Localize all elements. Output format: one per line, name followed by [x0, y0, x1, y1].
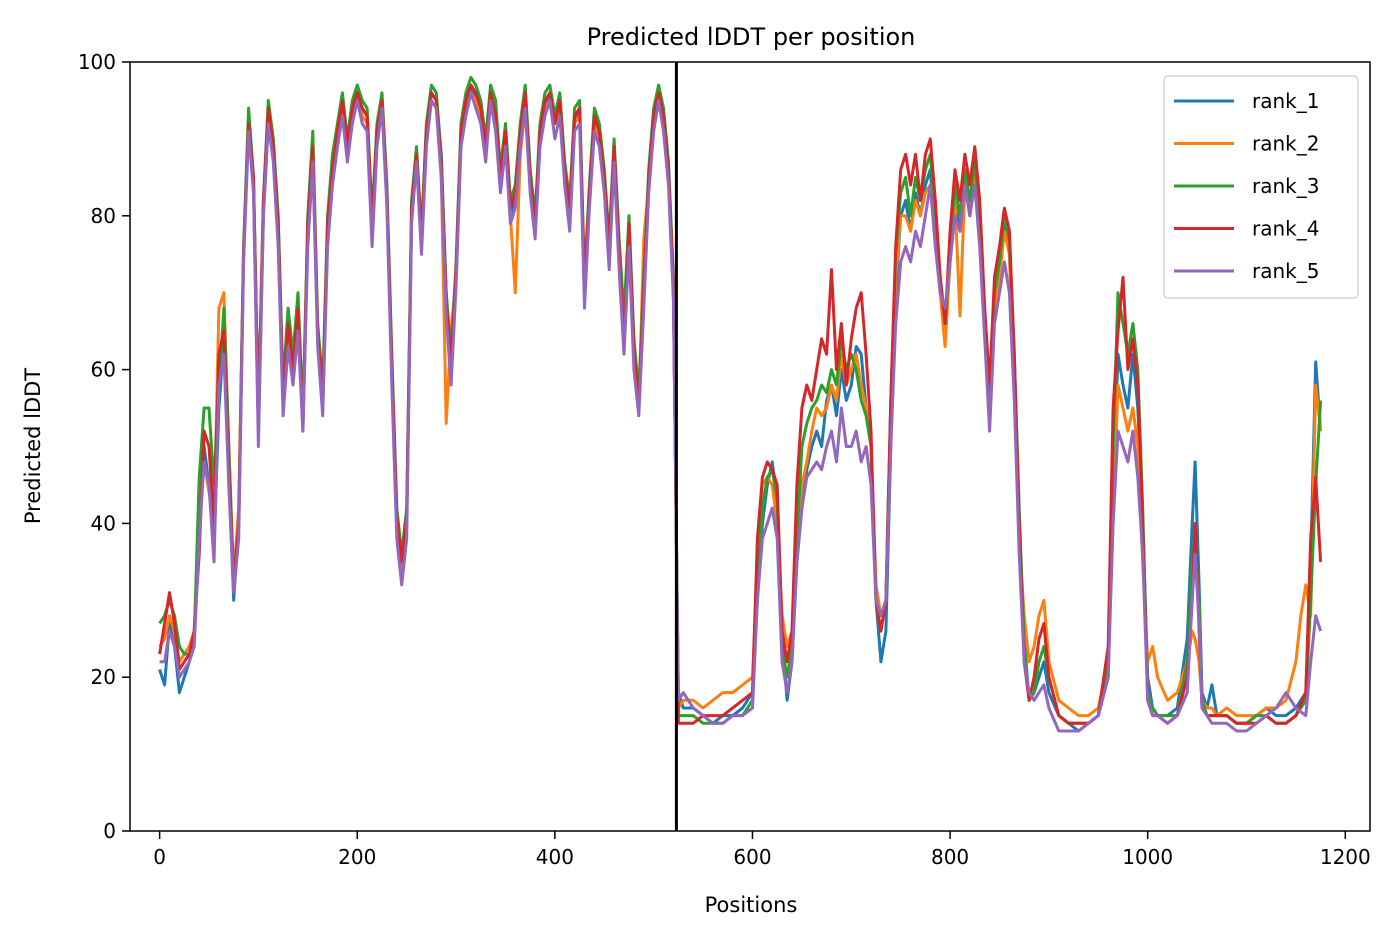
- x-tick-label: 200: [338, 845, 376, 869]
- x-tick-label: 0: [153, 845, 166, 869]
- x-axis-ticks: 0 200 400 600 800 1000 1200: [153, 831, 1371, 869]
- y-axis-label: Predicted lDDT: [21, 368, 45, 524]
- legend-items: rank_1 rank_2 rank_3 rank_4 rank_5: [1174, 89, 1319, 283]
- legend-label: rank_3: [1252, 174, 1319, 198]
- legend-entry-rank-3: rank_3: [1174, 174, 1319, 198]
- x-tick-label: 1000: [1122, 845, 1173, 869]
- x-tick-label: 600: [733, 845, 771, 869]
- plot-area: [129, 61, 1371, 832]
- series-layer: [158, 75, 1323, 733]
- legend-label: rank_4: [1252, 217, 1319, 241]
- y-tick-label: 80: [91, 204, 116, 228]
- legend-box: [1163, 75, 1359, 299]
- legend: rank_1 rank_2 rank_3 rank_4 rank_5: [1163, 75, 1359, 299]
- x-tick-label: 1200: [1320, 845, 1371, 869]
- legend-entry-rank-5: rank_5: [1174, 259, 1319, 283]
- legend-label: rank_5: [1252, 259, 1319, 283]
- y-tick-label: 100: [78, 50, 116, 74]
- y-tick-label: 20: [91, 665, 116, 689]
- axes-frame: [129, 61, 1371, 832]
- legend-entry-rank-4: rank_4: [1174, 217, 1319, 241]
- x-tick-label: 400: [536, 845, 574, 869]
- legend-entry-rank-2: rank_2: [1174, 132, 1319, 156]
- legend-label: rank_2: [1252, 132, 1319, 156]
- series-line-rank-4: [158, 83, 1323, 725]
- x-axis-label: Positions: [705, 893, 798, 917]
- y-tick-label: 40: [91, 511, 116, 535]
- y-axis-ticks: 0 20 40 60 80 100: [78, 50, 130, 843]
- legend-entry-rank-1: rank_1: [1174, 89, 1319, 113]
- x-tick-label: 800: [931, 845, 969, 869]
- series-line-rank-5: [159, 91, 1323, 733]
- y-tick-label: 60: [91, 358, 116, 382]
- chart-title: Predicted lDDT per position: [587, 23, 916, 51]
- legend-label: rank_1: [1252, 89, 1319, 113]
- y-tick-label: 0: [103, 819, 116, 843]
